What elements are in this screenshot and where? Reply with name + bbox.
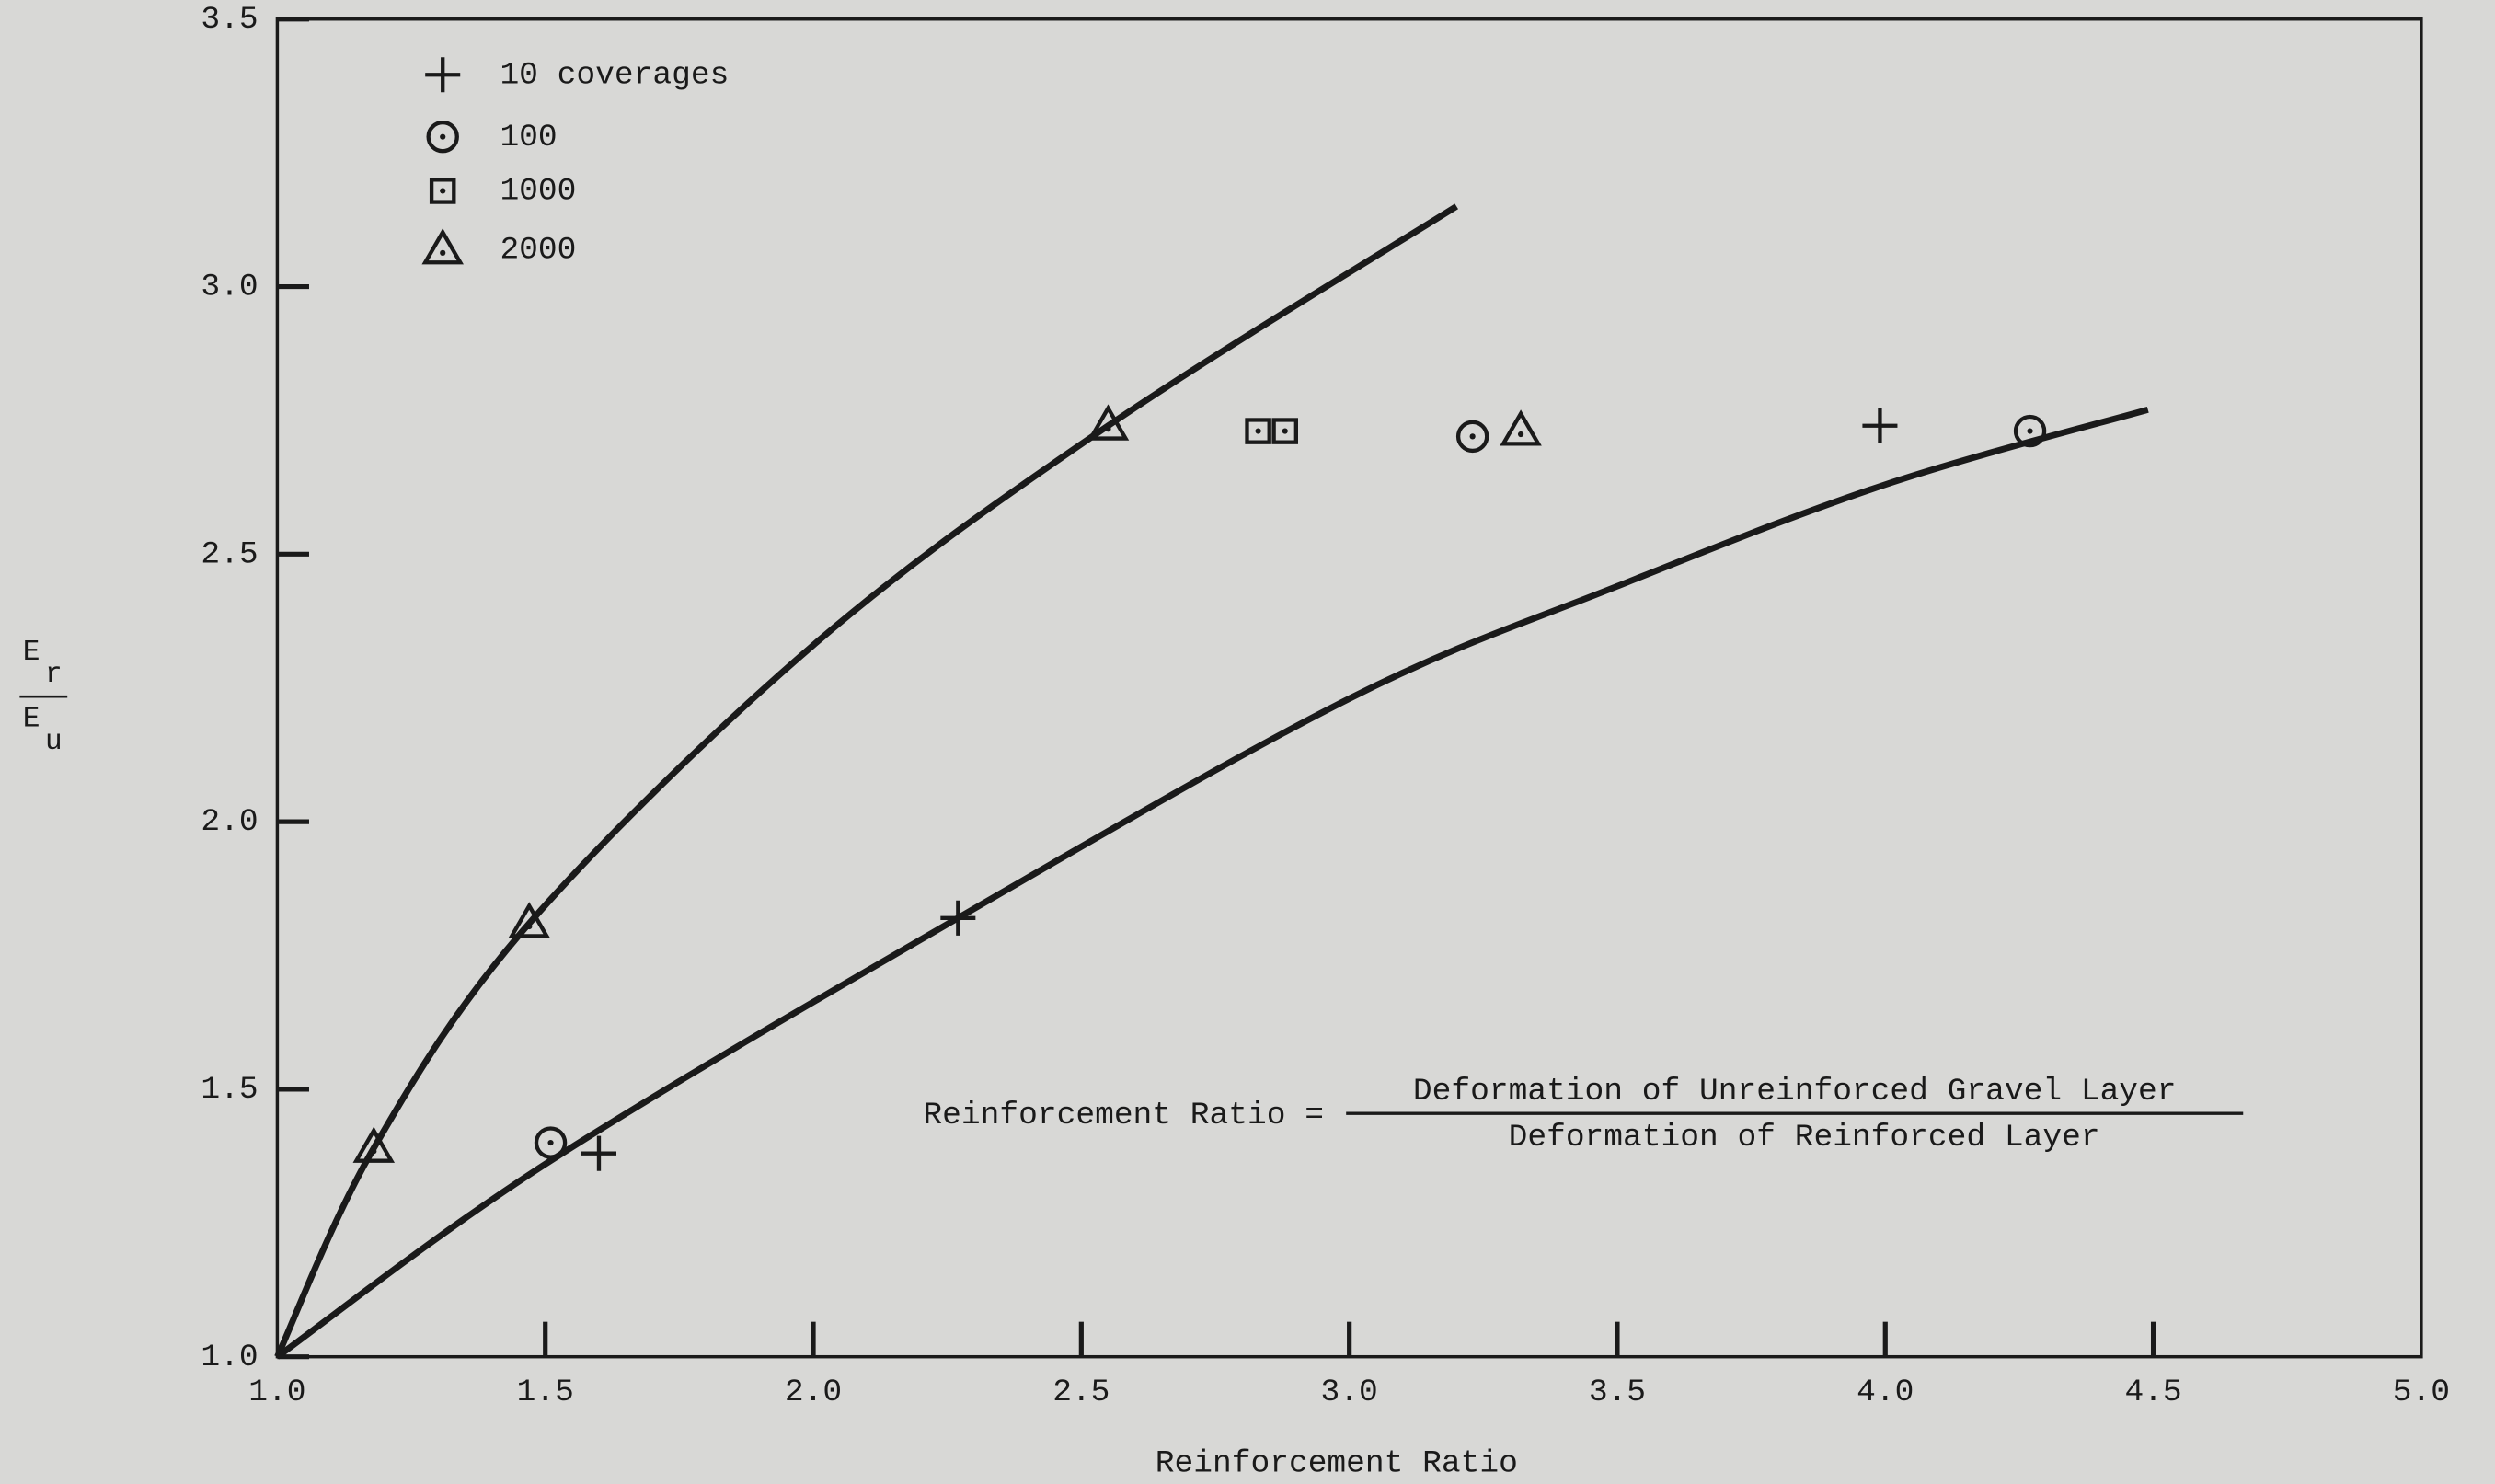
y-label-bottom: E	[23, 704, 40, 736]
legend-label: 10 coverages	[500, 57, 729, 93]
y-label-bottom-sub: u	[45, 726, 63, 758]
fit-curve	[275, 406, 2149, 1360]
data-point	[1862, 408, 1898, 443]
marker-shape	[1455, 420, 1489, 454]
legend-marker	[429, 178, 456, 204]
legend-marker	[425, 57, 461, 93]
marker-shape	[581, 1135, 616, 1171]
data-point	[1455, 420, 1489, 454]
marker-dot	[1469, 433, 1476, 440]
x-tick-label: 3.0	[1321, 1375, 1378, 1410]
y-axis-title: E r E u	[19, 637, 68, 758]
legend-marker	[421, 228, 464, 265]
data-point	[1500, 409, 1542, 446]
marker-shape	[429, 178, 456, 204]
x-tick-label: 2.0	[785, 1375, 842, 1410]
marker-shape	[1862, 408, 1898, 443]
y-tick-label: 3.5	[201, 2, 258, 38]
marker-shape	[508, 902, 551, 938]
annotation-numerator: Deformation of Unreinforced Gravel Layer	[1413, 1074, 2177, 1110]
y-tick-label: 1.5	[201, 1072, 258, 1108]
marker-shape	[421, 228, 464, 265]
marker-shape	[425, 57, 461, 93]
marker-dot	[526, 923, 533, 930]
data-point	[940, 900, 976, 936]
data-point	[1087, 404, 1130, 441]
marker-dot	[1105, 426, 1111, 432]
marker-shape	[426, 120, 459, 154]
data-point	[1271, 418, 1298, 444]
marker-dot	[2027, 428, 2033, 434]
marker-shape	[1245, 418, 1271, 444]
y-tick-label: 2.5	[201, 536, 258, 572]
x-tick-label: 5.0	[2393, 1375, 2450, 1410]
y-tick-label: 1.0	[201, 1340, 258, 1375]
marker-shape	[1087, 404, 1130, 441]
marker-shape	[534, 1126, 568, 1159]
x-axis-title: Reinforcement Ratio	[1156, 1446, 1518, 1482]
marker-shape	[1271, 418, 1298, 444]
y-label-top: E	[23, 637, 40, 669]
legend-label: 100	[500, 120, 557, 155]
marker-shape	[1500, 409, 1542, 446]
y-label-top-sub: r	[45, 659, 63, 691]
marker-dot	[547, 1139, 554, 1146]
data-point	[581, 1135, 616, 1171]
marker-shape	[940, 900, 976, 936]
annotation-denominator: Deformation of Reinforced Layer	[1509, 1120, 2100, 1156]
data-point	[534, 1126, 568, 1159]
marker-dot	[371, 1148, 377, 1155]
x-tick-label: 1.0	[248, 1375, 305, 1410]
data-point	[1245, 418, 1271, 444]
data-point	[508, 902, 551, 938]
marker-dot	[1255, 428, 1261, 434]
marker-shape	[2013, 414, 2047, 448]
marker-dot	[1282, 428, 1288, 434]
marker-dot	[440, 188, 446, 194]
data-point	[352, 1126, 396, 1163]
x-tick-label: 2.5	[1052, 1375, 1110, 1410]
y-tick-label: 2.0	[201, 804, 258, 840]
x-tick-label: 1.5	[517, 1375, 574, 1410]
x-tick-label: 4.0	[1857, 1375, 1914, 1410]
x-tick-label: 3.5	[1589, 1375, 1646, 1410]
legend-marker	[426, 120, 459, 154]
x-tick-label: 4.5	[2124, 1375, 2181, 1410]
annotation-lhs: Reinforcement Ratio =	[923, 1098, 1324, 1133]
fit-curve	[274, 203, 1459, 1359]
y-tick-label: 3.0	[201, 270, 258, 305]
marker-shape	[352, 1126, 396, 1163]
marker-dot	[440, 133, 446, 140]
legend-label: 1000	[500, 174, 576, 210]
data-point	[2013, 414, 2047, 448]
marker-dot	[440, 249, 446, 256]
marker-dot	[1517, 431, 1524, 438]
legend-label: 2000	[500, 233, 576, 269]
